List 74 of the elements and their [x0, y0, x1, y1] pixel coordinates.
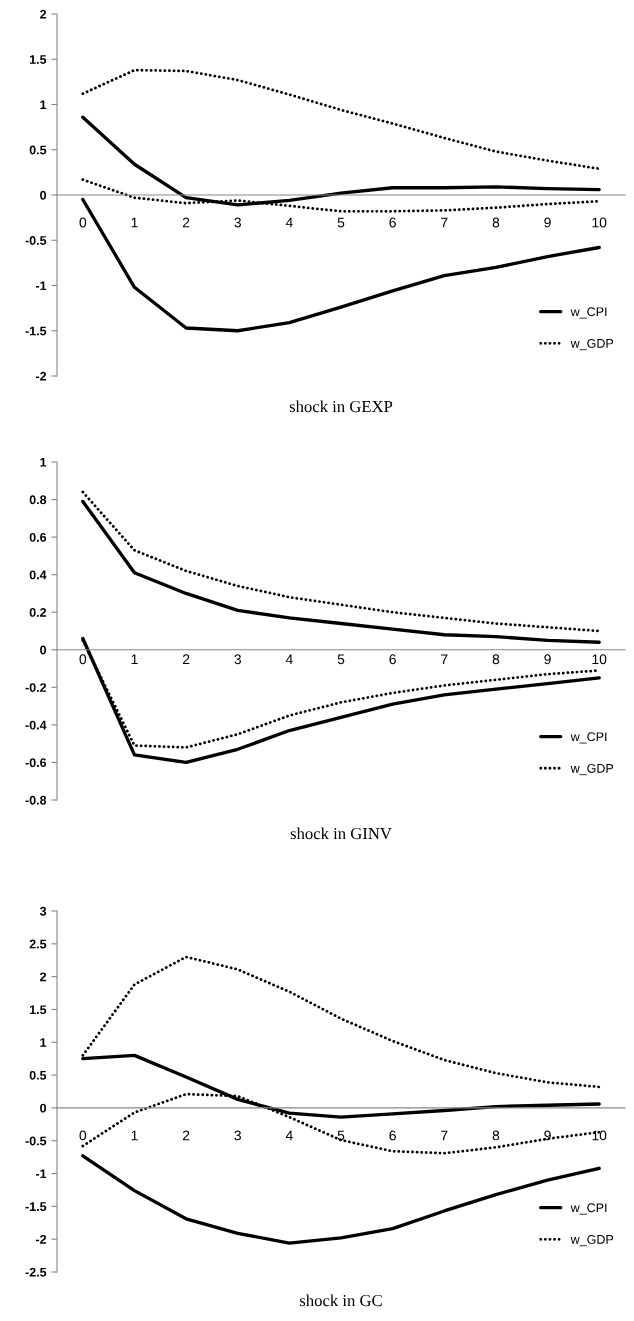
x-tick-label: 9	[544, 217, 551, 228]
y-tick-label: 0	[40, 190, 47, 200]
y-tick-label: -1.5	[25, 1202, 47, 1212]
y-tick-label: -1	[35, 1169, 47, 1179]
x-tick-label: 1	[131, 654, 138, 665]
legend-label: w_CPI	[570, 307, 607, 319]
y-tick-label: 0.8	[29, 495, 47, 505]
x-tick-label: 0	[79, 654, 87, 665]
y-tick-label: -0.5	[25, 1136, 47, 1146]
y-tick-label: 1	[40, 1038, 47, 1047]
x-tick-label: 0	[79, 217, 87, 228]
x-tick-label: 7	[441, 217, 448, 228]
y-tick-label: -0.2	[25, 683, 47, 692]
y-tick-label: -0.4	[25, 720, 47, 730]
y-tick-label: -2.5	[25, 1267, 47, 1277]
y-tick-label: 0.6	[29, 532, 47, 542]
y-tick-label: -1	[35, 281, 47, 291]
x-tick-label: 0	[79, 1130, 87, 1141]
y-tick-label: 1	[40, 100, 47, 110]
x-tick-label: 7	[441, 654, 448, 665]
x-tick-label: 10	[592, 217, 607, 228]
y-tick-label: -2	[35, 1234, 47, 1244]
text: shock in GINV	[290, 827, 392, 840]
legend-label: w_CPI	[570, 1203, 607, 1215]
x-tick-label: 4	[285, 654, 293, 665]
y-tick-label: -1.5	[25, 326, 47, 336]
y-tick-label: 0.5	[29, 145, 47, 155]
legend-label: w_GDP	[570, 338, 614, 351]
x-tick-label: 5	[337, 654, 345, 665]
x-tick-label: 3	[234, 654, 241, 665]
x-tick-label: 3	[234, 1130, 241, 1141]
y-tick-label: 2.5	[29, 939, 47, 949]
y-tick-label: -0.6	[25, 758, 47, 768]
y-tick-label: 1.5	[30, 55, 47, 64]
x-tick-label: 6	[389, 654, 396, 665]
y-tick-label: 1.5	[30, 1005, 47, 1015]
x-tick-label: 2	[182, 217, 190, 228]
x-tick-label: 10	[592, 654, 607, 665]
text: shock in GC	[300, 1294, 382, 1307]
x-tick-label: 6	[389, 217, 396, 228]
legend-label: w_CPI	[570, 732, 607, 744]
y-tick-label: 3	[39, 906, 47, 916]
legend-label: w_GDP	[570, 763, 614, 776]
y-tick-label: 2	[40, 9, 47, 19]
x-tick-label: 7	[441, 1130, 448, 1141]
x-tick-label: 9	[544, 654, 551, 665]
x-tick-label: 6	[389, 1130, 396, 1141]
y-tick-label: 0.5	[29, 1070, 47, 1080]
x-tick-label: 3	[234, 217, 241, 228]
y-tick-label: 0	[40, 1103, 47, 1113]
x-tick-label: 4	[285, 217, 293, 228]
x-tick-label: 8	[492, 654, 500, 665]
y-tick-label: 0.2	[29, 608, 47, 617]
y-tick-label: -0.8	[25, 795, 47, 805]
x-tick-label: 1	[131, 217, 138, 228]
x-tick-label: 9	[544, 1130, 551, 1141]
x-tick-label: 10	[592, 1130, 607, 1141]
y-tick-label: -0.5	[25, 236, 47, 245]
x-tick-label: 1	[131, 1130, 138, 1141]
x-tick-label: 5	[337, 217, 345, 228]
y-tick-label: -2	[35, 371, 47, 381]
y-tick-label: 0	[40, 645, 47, 655]
text: shock in GEXP	[289, 400, 393, 413]
x-tick-label: 5	[337, 1130, 345, 1141]
x-tick-label: 2	[182, 1130, 190, 1141]
x-tick-label: 8	[492, 1130, 500, 1141]
x-tick-label: 4	[285, 1130, 293, 1141]
y-tick-label: 1	[40, 457, 47, 467]
x-tick-label: 2	[182, 654, 190, 665]
line-series	[81, 68, 601, 171]
legend-label: w_GDP	[570, 1234, 614, 1247]
y-tick-label: 2	[40, 972, 47, 982]
y-tick-label: 0.4	[29, 570, 47, 580]
x-tick-label: 8	[492, 217, 500, 228]
